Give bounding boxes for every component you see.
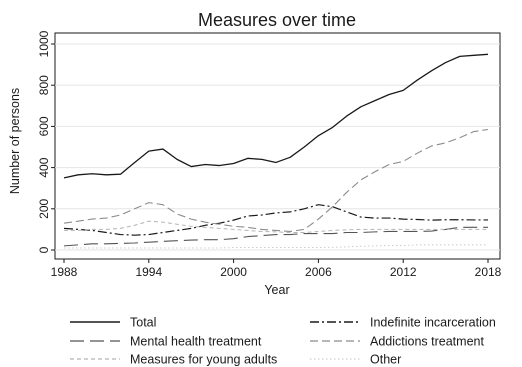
x-axis-label: Year xyxy=(264,283,289,297)
y-tick-label: 200 xyxy=(37,198,51,218)
grid-lines xyxy=(55,43,500,251)
series-line-1 xyxy=(63,53,489,179)
series-line-4 xyxy=(63,128,489,233)
x-tick-label: 2012 xyxy=(390,265,417,279)
legend-label: Other xyxy=(370,353,401,367)
y-axis-label: Number of persons xyxy=(8,88,22,194)
y-tick-label: 0 xyxy=(37,246,51,253)
legend-label: Indefinite incarceration xyxy=(370,316,496,330)
plot-area xyxy=(54,32,501,260)
legend-label: Measures for young adults xyxy=(130,353,277,367)
axes: 0 200 400 600 800 1000 1988 1994 2000 2006 2012 201… xyxy=(37,30,502,279)
legend-label: Total xyxy=(130,316,156,330)
x-tick-label: 2018 xyxy=(475,265,502,279)
legend: Total Mental health treatment Measures for… xyxy=(70,316,496,367)
y-tick-label: 400 xyxy=(37,157,51,177)
y-tick-label: 600 xyxy=(37,116,51,136)
y-tick-label: 1000 xyxy=(37,30,51,57)
x-tick-label: 2006 xyxy=(305,265,332,279)
series-line-5 xyxy=(64,220,488,233)
x-tick-label: 2000 xyxy=(220,265,247,279)
y-tick-label: 800 xyxy=(37,75,51,95)
legend-label: Mental health treatment xyxy=(130,335,262,349)
x-tick-label: 1988 xyxy=(51,265,78,279)
chart-title: Measures over time xyxy=(198,10,356,30)
series-line-3 xyxy=(63,226,488,247)
series-line-6 xyxy=(64,244,488,249)
series-line-2 xyxy=(63,204,488,236)
x-tick-label: 1994 xyxy=(135,265,162,279)
legend-label: Addictions treatment xyxy=(370,335,484,349)
series-lines xyxy=(63,53,489,249)
